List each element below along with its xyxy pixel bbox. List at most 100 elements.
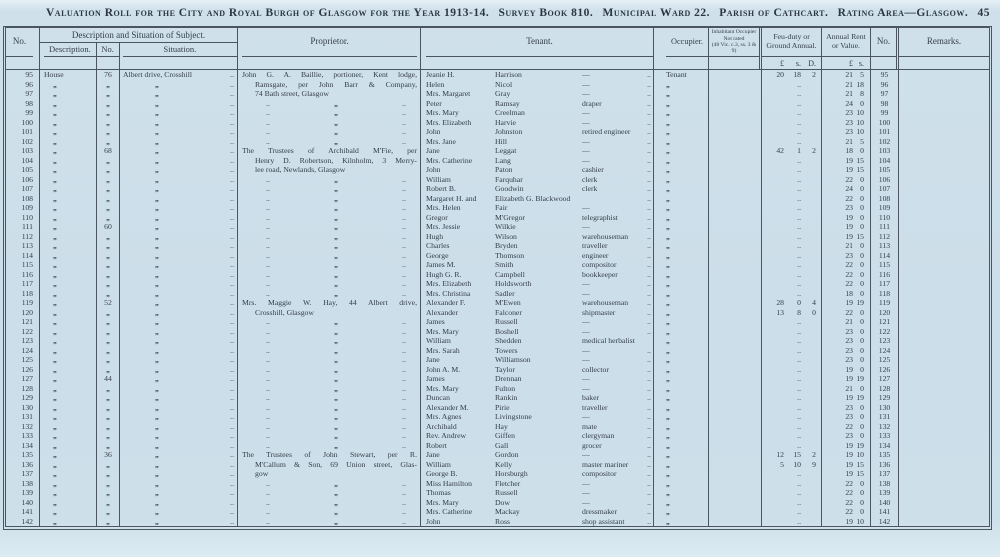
rent-shillings: 15 — [856, 231, 864, 241]
cell-inhabitant-occupier — [709, 383, 762, 393]
tenant-dots: .. — [647, 488, 651, 497]
table-row: 120 „ „ „.. Crosshill, Glasgow Alexander Falco… — [6, 307, 989, 317]
cell-inhabitant-occupier — [709, 241, 762, 251]
situation-text: „ — [155, 440, 159, 450]
situation-text: „ — [155, 326, 159, 336]
occupier-text: „ — [666, 146, 670, 155]
situation-text: „ — [155, 345, 159, 355]
proprietor-ditto-dots-right: .. — [402, 193, 406, 203]
cell-description: „ — [40, 459, 97, 469]
feu-shillings: .. — [797, 402, 801, 412]
description-text: „ — [53, 279, 57, 288]
cell-house-no: 76 — [97, 70, 120, 80]
house-no-text: „ — [106, 516, 110, 526]
house-no-text: „ — [106, 307, 110, 317]
tenant-occupation: — — [582, 288, 590, 298]
occupier-text: „ — [666, 507, 670, 516]
cell-situation: „.. — [120, 193, 238, 203]
tenant-dots: .. — [647, 136, 651, 146]
cell-inhabitant-occupier — [709, 402, 762, 412]
cell-situation: „.. — [120, 364, 238, 374]
tenant-surname: Gordon — [495, 450, 519, 459]
situation-text: „ — [155, 184, 159, 193]
cell-tenant: Mrs. Mary Fulton —.. — [421, 383, 654, 393]
description-text: „ — [53, 250, 57, 260]
tenant-occupation: engineer — [582, 250, 609, 260]
situation-dots: .. — [230, 345, 234, 355]
table-row: 129 „ „ „.... „.. Duncan Rankin baker.. „.. 19 19 1… — [6, 393, 989, 403]
feu-shillings: .. — [797, 364, 801, 374]
cell-entry-no: 98 — [6, 98, 40, 108]
rent-pounds: 19 — [845, 393, 853, 402]
situation-text: „ — [155, 402, 159, 412]
cell-description: „ — [40, 326, 97, 336]
table-row: 141 „ „ „.... „.. Mrs. Catherine Mackay dressma… — [6, 507, 989, 517]
rent-shillings: 0 — [860, 507, 864, 516]
tenant-forename: Mrs. Mary — [426, 326, 459, 336]
cell-remarks — [899, 479, 989, 489]
cell-description: „ — [40, 193, 97, 203]
cell-situation: „.. — [120, 146, 238, 156]
cell-feu-duty: .. — [762, 127, 822, 137]
cell-occupier: „ — [654, 165, 709, 175]
cell-annual-rent: 23 0 — [822, 431, 871, 441]
tenant-occupation: — — [582, 345, 590, 355]
cell-proprietor: .. „.. — [238, 431, 421, 441]
tenant-surname: Horsburgh — [495, 469, 528, 478]
house-no-text: 44 — [104, 374, 112, 383]
cell-description: „ — [40, 260, 97, 270]
cell-entry-no: 113 — [6, 241, 40, 251]
tenant-dots: .. — [647, 250, 651, 260]
situation-text: „ — [155, 136, 159, 146]
table-row: 107 „ „ „.... „.. Robert B. Goodwin clerk.. „.. 2… — [6, 184, 989, 194]
cell-entry-no: 99 — [6, 108, 40, 118]
house-no-text: „ — [106, 155, 110, 165]
situation-dots: .. — [230, 108, 234, 117]
proprietor-ditto-dots-right: .. — [402, 231, 406, 241]
cell-house-no: „ — [97, 136, 120, 146]
tenant-dots: .. — [647, 383, 651, 393]
table-row: 115 „ „ „.... „.. James M. Smith compositor.. „.… — [6, 260, 989, 270]
cell-entry-no-right: 99 — [871, 108, 899, 118]
description-text: „ — [53, 374, 57, 383]
feu-shillings: .. — [797, 412, 801, 421]
cell-situation: „.. — [120, 298, 238, 308]
situation-dots: .. — [230, 440, 234, 450]
cell-situation: „.. — [120, 402, 238, 412]
rent-pounds: 19 — [845, 469, 853, 478]
description-text: „ — [53, 146, 57, 155]
cell-entry-no: 105 — [6, 165, 40, 175]
feu-shillings: .. — [797, 241, 801, 250]
rent-pounds: 22 — [845, 421, 853, 431]
proprietor-ditto-dots-right: .. — [402, 222, 406, 231]
cell-feu-duty: .. — [762, 469, 822, 479]
tenant-occupation: traveller — [582, 241, 608, 250]
cell-situation: „.. — [120, 450, 238, 460]
occupier-text: „ — [666, 127, 670, 136]
rent-shillings: 10 — [856, 450, 864, 459]
tenant-surname: Shedden — [495, 336, 522, 345]
situation-text: „ — [155, 146, 159, 155]
cell-description: „ — [40, 431, 97, 441]
tenant-dots: .. — [647, 184, 651, 193]
occupier-text: „ — [666, 155, 670, 165]
tenant-surname: Campbell — [495, 269, 525, 279]
tenant-surname: Sadler — [495, 288, 515, 298]
tenant-occupation: — — [582, 326, 590, 336]
house-no-text: „ — [106, 136, 110, 146]
cell-occupier: „ — [654, 317, 709, 327]
occupier-text: „ — [666, 497, 670, 507]
cell-inhabitant-occupier — [709, 136, 762, 146]
cell-annual-rent: 22 0 — [822, 421, 871, 431]
cell-proprietor: .. „.. — [238, 374, 421, 384]
tenant-dots: .. — [647, 231, 651, 241]
cell-proprietor: Ramsgate, per John Barr & Company, — [238, 79, 421, 89]
house-no-text: „ — [106, 79, 110, 89]
feu-shillings: .. — [797, 231, 801, 241]
cell-description: „ — [40, 222, 97, 232]
description-text: „ — [53, 459, 57, 469]
rent-shillings: 0 — [860, 364, 864, 374]
cell-remarks — [899, 336, 989, 346]
house-no-text: „ — [106, 317, 110, 326]
cell-annual-rent: 22 0 — [822, 478, 871, 488]
